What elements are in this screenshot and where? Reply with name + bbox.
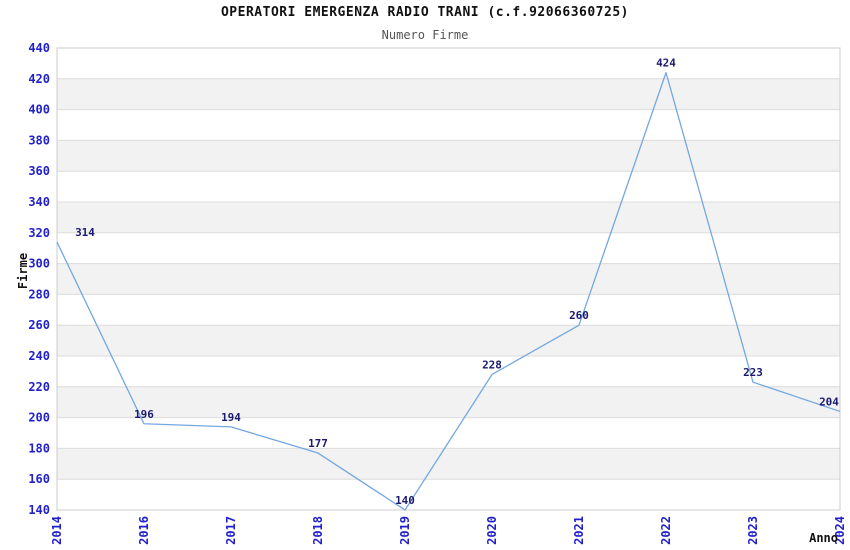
y-tick-label: 240: [28, 349, 50, 363]
plot-band: [57, 448, 840, 480]
y-tick-label: 420: [28, 72, 50, 86]
plot-band: [57, 78, 840, 110]
x-tick-label: 2018: [311, 516, 325, 545]
data-point-label: 196: [134, 408, 154, 421]
x-tick-label: 2020: [485, 516, 499, 545]
x-axis-title: Anno: [809, 531, 838, 545]
data-point-label: 314: [75, 226, 95, 239]
y-tick-label: 440: [28, 41, 50, 55]
plot-band: [57, 140, 840, 172]
y-tick-label: 220: [28, 380, 50, 394]
y-tick-label: 300: [28, 257, 50, 271]
plot-band: [57, 386, 840, 418]
y-tick-label: 380: [28, 133, 50, 147]
data-line: [56, 71, 841, 511]
data-point-label: 223: [743, 366, 763, 379]
x-tick-label: 2016: [137, 516, 151, 545]
data-point-label: 194: [221, 411, 241, 424]
y-tick-label: 360: [28, 164, 50, 178]
x-tick-label: 2023: [746, 516, 760, 545]
y-tick-label: 280: [28, 287, 50, 301]
x-tick-label: 2021: [572, 516, 586, 545]
y-tick-label: 400: [28, 103, 50, 117]
y-axis-title: Firme: [16, 253, 30, 289]
data-point-label: 260: [569, 309, 589, 322]
plot-band: [57, 202, 840, 233]
data-point-label: 177: [308, 437, 328, 450]
plot-band: [57, 263, 840, 295]
plot-band: [57, 325, 840, 356]
x-tick-label: 2024: [833, 516, 847, 545]
x-tick-label: 2019: [398, 516, 412, 545]
data-point-label: 228: [482, 358, 502, 371]
data-point-label: 424: [656, 57, 676, 70]
y-tick-label: 340: [28, 195, 50, 209]
y-tick-label: 200: [28, 411, 50, 425]
y-tick-label: 140: [28, 503, 50, 517]
y-tick-label: 180: [28, 441, 50, 455]
x-tick-label: 2014: [50, 516, 64, 545]
chart-title: OPERATORI EMERGENZA RADIO TRANI (c.f.920…: [220, 5, 629, 20]
x-tick-label: 2022: [659, 516, 673, 545]
plot-border: [56, 47, 841, 511]
chart-subtitle: Numero Firme: [381, 28, 469, 42]
y-tick-label: 320: [28, 226, 50, 240]
y-tick-label: 160: [28, 472, 50, 486]
data-point-label: 204: [819, 395, 839, 408]
y-tick-label: 260: [28, 318, 50, 332]
x-tick-label: 2017: [224, 516, 238, 545]
data-point-label: 140: [395, 494, 415, 507]
